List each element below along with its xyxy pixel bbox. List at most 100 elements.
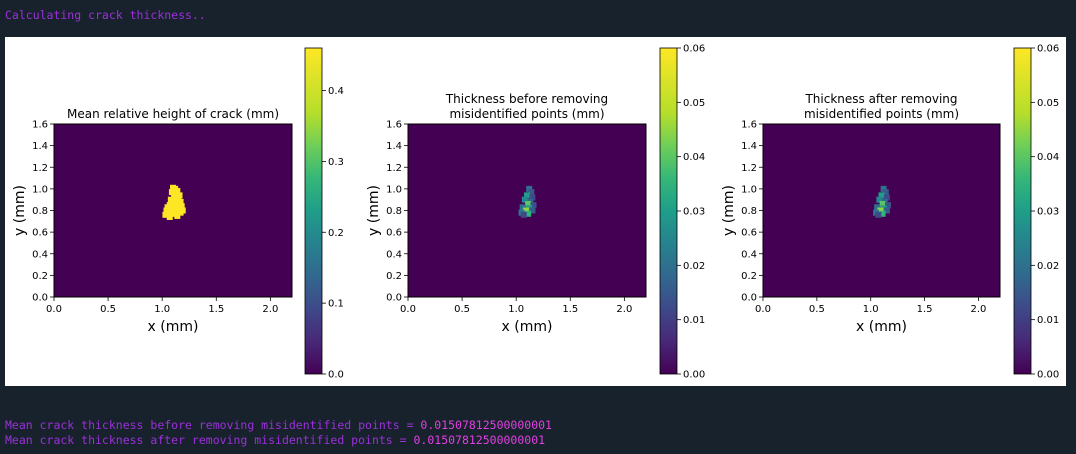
crack-cell (521, 196, 528, 203)
result-before-line: Mean crack thickness before removing mis… (5, 418, 552, 432)
colorbar (304, 47, 323, 375)
x-tick-label: 1.0 (154, 304, 170, 315)
colorbar-tick-label: 0.01 (1037, 315, 1059, 326)
crack-cell (879, 201, 886, 208)
crack-cell (522, 207, 529, 214)
heatmap-panel-3: 0.0 0.5 1.0 1.5 2.0 0.0 0.2 0.4 0.6 0.8 1.0 1.2 1.4 1… (721, 44, 1059, 381)
y-tick-label: 0.8 (741, 206, 757, 217)
x-axis-label: x (mm) (856, 319, 907, 335)
crack-cell (882, 189, 889, 196)
y-tick-label: 0.6 (32, 228, 48, 239)
y-tick-label: 1.6 (386, 120, 402, 131)
crack-cell (176, 192, 183, 199)
crack-cell (876, 196, 883, 203)
crack-cell (167, 206, 174, 213)
colorbar-tick-label: 0.2 (328, 228, 344, 239)
y-tick-label: 1.0 (386, 184, 402, 195)
y-tick-label: 0.6 (386, 228, 402, 239)
crack-cell (884, 202, 891, 209)
chart-title: Mean relative height of crack (mm) (67, 107, 279, 121)
crack-cell (880, 205, 887, 212)
colorbar (659, 47, 678, 375)
crack-cell (177, 198, 184, 205)
y-tick-label: 0.4 (386, 249, 402, 260)
y-tick-label: 1.2 (741, 163, 757, 174)
crack-cell (529, 207, 536, 214)
y-tick-label: 0.8 (32, 206, 48, 217)
colorbar-tick-label: 0.4 (328, 86, 344, 97)
colorbar-tick-label: 0.04 (683, 152, 705, 163)
result-after-line: Mean crack thickness after removing misi… (5, 433, 545, 447)
y-tick-label: 1.0 (741, 184, 757, 195)
colorbar-tick-label: 0.05 (683, 98, 705, 109)
crack-cell (167, 196, 174, 203)
x-tick-label: 1.0 (508, 304, 524, 315)
chart-title: misidentified points (mm) (804, 107, 959, 121)
crack-cell (879, 210, 886, 217)
crack-cell (526, 205, 533, 212)
x-tick-label: 0.0 (755, 304, 771, 315)
crack-cell (165, 209, 172, 216)
heatmap-panel-2: 0.0 0.5 1.0 1.5 2.0 0.0 0.2 0.4 0.6 0.8 1.0 1.2 1.4 1… (366, 44, 705, 381)
colorbar-tick-label: 0.1 (328, 299, 344, 310)
x-tick-label: 2.0 (262, 304, 278, 315)
x-axis-label: x (mm) (502, 319, 553, 335)
colorbar-tick-label: 0.02 (683, 261, 705, 272)
colorbar-tick-label: 0.01 (683, 315, 705, 326)
heatmap-figure: 0.0 0.5 1.0 1.5 2.0 0.0 0.2 0.4 0.6 0.8 1.0 1.2 1.4 1… (12, 44, 1059, 381)
x-tick-label: 0.5 (100, 304, 116, 315)
y-tick-label: 1.4 (32, 141, 48, 152)
y-axis-label: y (mm) (721, 185, 737, 236)
crack-cell (171, 193, 178, 200)
result-before-value: 0.01507812500000001 (420, 418, 552, 432)
crack-cell (174, 201, 181, 208)
x-tick-label: 1.0 (863, 304, 879, 315)
colorbar-tick-label: 0.06 (1037, 44, 1059, 55)
colorbar-tick-label: 0.3 (328, 157, 344, 168)
colorbar-tick-label: 0.00 (683, 370, 705, 381)
y-tick-label: 1.2 (386, 163, 402, 174)
crack-cell (528, 189, 535, 196)
x-tick-label: 0.0 (46, 304, 62, 315)
y-tick-label: 1.6 (741, 120, 757, 131)
chart-title: misidentified points (mm) (449, 107, 604, 121)
figure-panel: 0.0 0.5 1.0 1.5 2.0 0.0 0.2 0.4 0.6 0.8 1.0 1.2 1.4 1… (5, 37, 1066, 386)
crack-cell (171, 210, 178, 217)
colorbar-tick-label: 0.06 (683, 44, 705, 55)
x-tick-label: 0.5 (809, 304, 825, 315)
crack-cell (171, 205, 178, 212)
crack-cell (174, 188, 181, 195)
crack-cell (162, 211, 169, 218)
crack-cell (525, 201, 532, 208)
colorbar (1013, 47, 1032, 375)
crack-cell (175, 205, 182, 212)
y-tick-label: 0.2 (386, 271, 402, 282)
crack-cell (875, 211, 882, 218)
colorbar-tick-label: 0.05 (1037, 98, 1059, 109)
crack-cell (877, 207, 884, 214)
x-tick-label: 0.0 (400, 304, 416, 315)
y-tick-label: 0.8 (386, 206, 402, 217)
crack-cell (519, 204, 526, 211)
console-status-line: Calculating crack thickness.. (5, 8, 206, 22)
crack-cell (526, 185, 533, 192)
x-tick-label: 2.0 (616, 304, 632, 315)
crack-cell (170, 199, 176, 206)
x-tick-label: 1.5 (917, 304, 933, 315)
y-tick-label: 1.4 (741, 141, 757, 152)
y-tick-label: 0.4 (32, 249, 48, 260)
colorbar-tick-label: 0.02 (1037, 261, 1059, 272)
crack-cell (525, 210, 532, 217)
crack-cell (175, 195, 182, 202)
colorbar-tick-label: 0.03 (1037, 207, 1059, 218)
y-tick-label: 1.2 (32, 163, 48, 174)
crack-cell (168, 189, 175, 196)
colorbar-tick-label: 0.03 (683, 207, 705, 218)
crack-cell (880, 185, 887, 192)
x-tick-label: 1.5 (562, 304, 578, 315)
y-tick-label: 0.0 (32, 293, 48, 304)
crack-cell (166, 213, 173, 220)
crack-cell (524, 192, 530, 199)
crack-cell (520, 211, 527, 218)
crack-cell (878, 192, 885, 199)
